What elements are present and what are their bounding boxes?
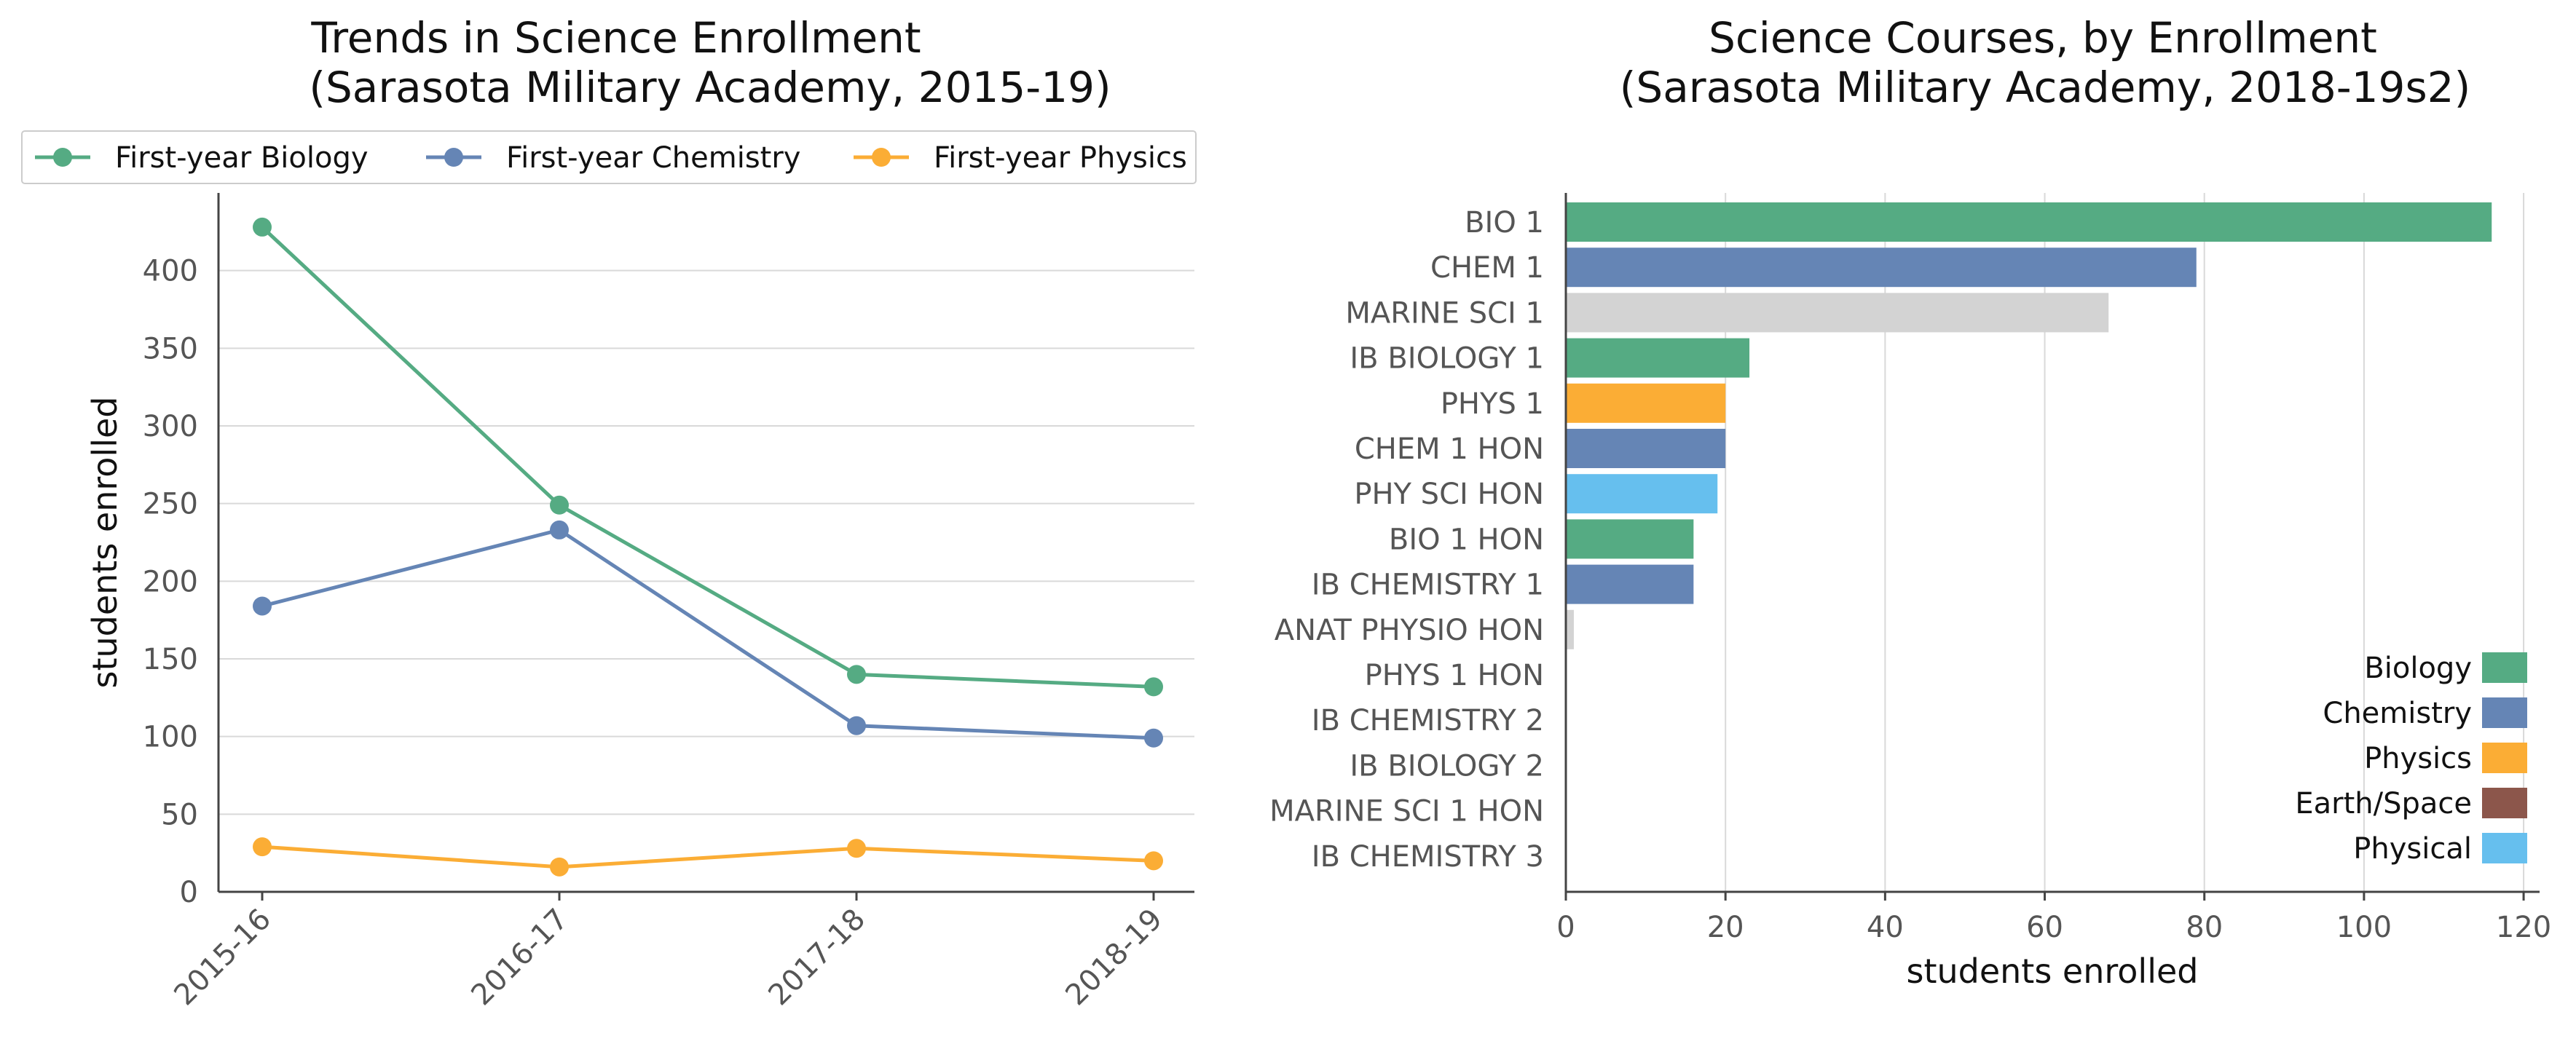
legend-label: First-year Physics (934, 141, 1187, 175)
legend-marker (872, 148, 891, 167)
x-tick-label: 2017-18 (762, 903, 872, 1013)
bar (1566, 564, 1694, 604)
category-label: CHEM 1 HON (1355, 432, 1544, 466)
legend-label: Chemistry (2323, 697, 2472, 730)
data-point (253, 217, 272, 237)
series-line (261, 226, 1154, 689)
category-label: BIO 1 HON (1389, 523, 1544, 556)
series-line (261, 528, 1154, 740)
data-point (1144, 851, 1163, 871)
bar-chart-panel: Science Courses, by Enrollment (Sarasota… (1238, 0, 2576, 1052)
line-chart-subtitle: (Sarasota Military Academy, 2015-19) (309, 63, 1111, 112)
category-label: IB BIOLOGY 2 (1350, 749, 1544, 783)
line-chart-panel: Trends in Science Enrollment (Sarasota M… (0, 0, 1238, 1052)
bar-chart-subtitle: (Sarasota Military Academy, 2018-19s2) (1620, 63, 2470, 112)
line-chart: Trends in Science Enrollment (Sarasota M… (21, 13, 1197, 1012)
x-tick-label: 120 (2496, 911, 2551, 944)
x-tick-label: 0 (1556, 911, 1575, 944)
legend-marker (53, 148, 72, 167)
bar-group (1566, 202, 2492, 649)
series-line (261, 845, 1154, 869)
y-tick-label: 250 (143, 488, 198, 521)
category-label: IB CHEMISTRY 2 (1312, 704, 1544, 737)
bar (1566, 609, 1574, 649)
data-point (550, 495, 569, 515)
x-tick-labels: 2015-16 2016-17 2017-18 2018-19 (168, 892, 1169, 1012)
y-tick-label: 150 (143, 643, 198, 676)
data-point (1144, 728, 1163, 748)
bar (1566, 474, 1718, 514)
y-tick-label: 100 (143, 721, 198, 754)
bar (1566, 383, 1726, 423)
data-point (550, 520, 569, 539)
data-point (253, 837, 272, 857)
x-tick-label: 2015-16 (168, 903, 277, 1013)
legend-label: Earth/Space (2295, 787, 2472, 820)
x-tick-label: 2016-17 (465, 903, 575, 1013)
x-tick-label: 20 (1707, 911, 1744, 944)
legend-swatch (2482, 697, 2527, 728)
category-label: ANAT PHYSIO HON (1275, 614, 1544, 647)
category-label: IB BIOLOGY 1 (1350, 342, 1544, 376)
legend-swatch (2482, 833, 2527, 863)
category-label: IB CHEMISTRY 1 (1312, 569, 1544, 602)
legend-label: Physical (2353, 832, 2472, 866)
bar-chart-title: Science Courses, by Enrollment (1709, 13, 2377, 63)
y-tick-label: 350 (143, 332, 198, 365)
category-labels: BIO 1 CHEM 1 MARINE SCI 1 IB BIOLOGY 1 PHYS … (1269, 206, 1544, 874)
category-label: BIO 1 (1465, 206, 1544, 240)
legend-label: Physics (2364, 742, 2472, 775)
y-tick-labels: 0 50 100 150 200 250 300 350 400 (143, 255, 198, 909)
x-tick-label: 80 (2186, 911, 2223, 944)
bar-chart-legend: Biology Chemistry Physics Earth/Space Physic… (2295, 652, 2527, 866)
category-label: PHYS 1 (1441, 387, 1544, 421)
data-point (550, 857, 569, 877)
y-tick-label: 300 (143, 410, 198, 443)
bar (1566, 293, 2109, 333)
y-tick-label: 0 (180, 876, 198, 909)
legend-swatch (2482, 788, 2527, 818)
legend-label: Biology (2364, 652, 2472, 685)
bar-x-axis-label: students enrolled (1907, 952, 2199, 991)
x-tick-label: 100 (2336, 911, 2392, 944)
x-tick-label: 60 (2026, 911, 2063, 944)
line-series-group (253, 217, 1163, 877)
data-point (253, 596, 272, 616)
legend-swatch (2482, 652, 2527, 683)
line-chart-legend: First-year Biology First-year Chemistry Fi… (21, 130, 1197, 184)
bar (1566, 429, 1726, 468)
legend-box (21, 130, 1197, 184)
bar-chart: Science Courses, by Enrollment (Sarasota… (1269, 13, 2551, 991)
x-tick-label: 40 (1867, 911, 1904, 944)
line-chart-grid (218, 269, 1194, 815)
legend-label: First-year Chemistry (506, 141, 800, 175)
legend-swatch (2482, 743, 2527, 773)
data-point (1144, 677, 1163, 697)
category-label: PHYS 1 HON (1365, 659, 1544, 692)
data-point (847, 716, 866, 735)
y-axis-label: students enrolled (85, 397, 125, 689)
data-point (847, 839, 866, 858)
line-chart-axes (217, 193, 1194, 893)
data-point (847, 665, 866, 684)
category-label: PHY SCI HON (1354, 478, 1544, 511)
category-label: MARINE SCI 1 HON (1269, 795, 1544, 828)
bar-chart-axes (1564, 193, 2540, 893)
line-chart-title: Trends in Science Enrollment (310, 13, 921, 63)
legend-label: First-year Biology (115, 141, 369, 175)
y-tick-label: 200 (143, 565, 198, 598)
legend-marker (444, 148, 463, 167)
bar (1566, 202, 2492, 242)
bar (1566, 248, 2197, 288)
category-label: IB CHEMISTRY 3 (1312, 840, 1544, 874)
y-tick-label: 400 (143, 255, 198, 288)
bar-x-tick-labels: 0 20 40 60 80 100 120 (1556, 892, 2551, 944)
bar (1566, 338, 1750, 378)
x-tick-label: 2018-19 (1059, 903, 1169, 1013)
category-label: MARINE SCI 1 (1345, 296, 1544, 330)
y-tick-label: 50 (161, 798, 198, 831)
bar (1566, 519, 1694, 559)
category-label: CHEM 1 (1430, 251, 1544, 285)
